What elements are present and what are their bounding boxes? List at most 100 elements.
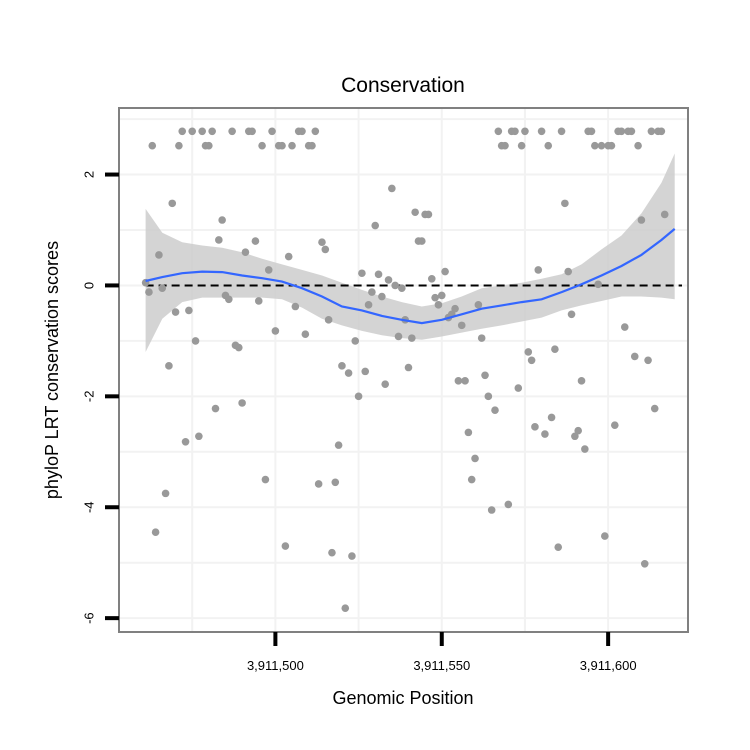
data-point bbox=[531, 423, 539, 431]
data-point bbox=[454, 377, 463, 385]
data-point bbox=[554, 543, 563, 551]
confidence-band-area bbox=[145, 153, 675, 352]
data-point bbox=[324, 316, 333, 324]
data-point bbox=[368, 288, 376, 296]
data-point bbox=[351, 337, 360, 345]
data-point bbox=[650, 404, 659, 413]
data-point bbox=[471, 454, 479, 463]
data-point bbox=[574, 426, 582, 435]
gridlines bbox=[119, 108, 688, 632]
data-point bbox=[314, 480, 323, 488]
data-point bbox=[298, 127, 306, 136]
data-point bbox=[501, 141, 509, 150]
data-point bbox=[348, 552, 356, 560]
plot-panel bbox=[118, 107, 689, 633]
data-point bbox=[627, 127, 636, 136]
data-point bbox=[657, 127, 666, 136]
data-point bbox=[571, 432, 579, 441]
data-point bbox=[398, 284, 406, 293]
data-point bbox=[145, 288, 153, 296]
data-point bbox=[640, 559, 649, 568]
data-point bbox=[208, 127, 216, 136]
data-point bbox=[644, 356, 652, 365]
data-point bbox=[517, 141, 526, 150]
data-point bbox=[161, 489, 170, 498]
data-point bbox=[431, 293, 439, 302]
data-point bbox=[215, 236, 223, 244]
data-point bbox=[248, 127, 256, 136]
data-point bbox=[334, 441, 343, 449]
data-point bbox=[284, 252, 293, 261]
data-point bbox=[165, 362, 173, 370]
data-point bbox=[418, 237, 426, 245]
data-point bbox=[238, 399, 246, 407]
x-tick-label: 3,911,600 bbox=[580, 658, 637, 673]
data-point bbox=[188, 127, 197, 136]
data-point bbox=[524, 348, 533, 356]
data-point bbox=[328, 548, 336, 557]
data-point bbox=[511, 127, 519, 136]
data-point bbox=[338, 362, 346, 370]
data-point bbox=[358, 269, 366, 278]
data-point bbox=[158, 284, 167, 293]
data-point bbox=[551, 345, 559, 354]
data-point bbox=[195, 432, 203, 441]
data-point bbox=[171, 308, 180, 316]
data-point bbox=[541, 430, 549, 438]
data-point bbox=[394, 332, 403, 341]
data-point bbox=[254, 297, 263, 305]
data-point bbox=[484, 392, 493, 401]
data-point bbox=[587, 127, 596, 136]
data-point bbox=[620, 323, 629, 331]
data-point bbox=[318, 238, 326, 246]
data-point bbox=[264, 266, 273, 274]
data-point bbox=[281, 542, 290, 550]
data-point bbox=[371, 221, 380, 230]
y-tick-label: 0 bbox=[82, 282, 97, 289]
data-point bbox=[527, 356, 536, 365]
data-point bbox=[384, 276, 393, 284]
data-point bbox=[364, 301, 373, 309]
data-point bbox=[610, 421, 619, 429]
data-point bbox=[168, 199, 177, 208]
x-axis-title: Genomic Position bbox=[332, 688, 473, 708]
data-point bbox=[178, 127, 187, 136]
data-point bbox=[441, 267, 449, 276]
data-point bbox=[534, 266, 543, 274]
data-point bbox=[404, 363, 413, 372]
data-point bbox=[464, 428, 473, 437]
data-point bbox=[434, 301, 443, 309]
data-point bbox=[617, 127, 626, 136]
data-point bbox=[607, 141, 616, 150]
data-point bbox=[228, 127, 236, 136]
data-point bbox=[660, 210, 669, 219]
data-point bbox=[278, 141, 286, 150]
data-point bbox=[424, 210, 433, 219]
x-tick-label: 3,911,550 bbox=[413, 658, 470, 673]
data-point bbox=[474, 301, 483, 309]
confidence-band bbox=[145, 153, 675, 352]
y-tick-label: 2 bbox=[82, 171, 97, 178]
data-point bbox=[321, 245, 330, 254]
data-point bbox=[271, 327, 280, 335]
data-point bbox=[567, 310, 576, 319]
data-point bbox=[291, 302, 300, 311]
data-point bbox=[634, 141, 642, 150]
data-points bbox=[141, 127, 669, 612]
data-point bbox=[251, 237, 260, 245]
data-point bbox=[301, 330, 310, 339]
data-point bbox=[261, 475, 270, 484]
data-point bbox=[467, 475, 476, 484]
data-point bbox=[344, 369, 353, 377]
data-point bbox=[408, 334, 416, 342]
y-tick-label: -2 bbox=[82, 391, 97, 403]
data-point bbox=[388, 184, 396, 193]
y-tick-label: -6 bbox=[82, 612, 97, 624]
data-point bbox=[198, 127, 206, 136]
data-point bbox=[537, 127, 546, 136]
data-point bbox=[494, 127, 503, 136]
data-point bbox=[591, 141, 599, 150]
data-point bbox=[487, 506, 496, 514]
data-point bbox=[205, 141, 213, 150]
